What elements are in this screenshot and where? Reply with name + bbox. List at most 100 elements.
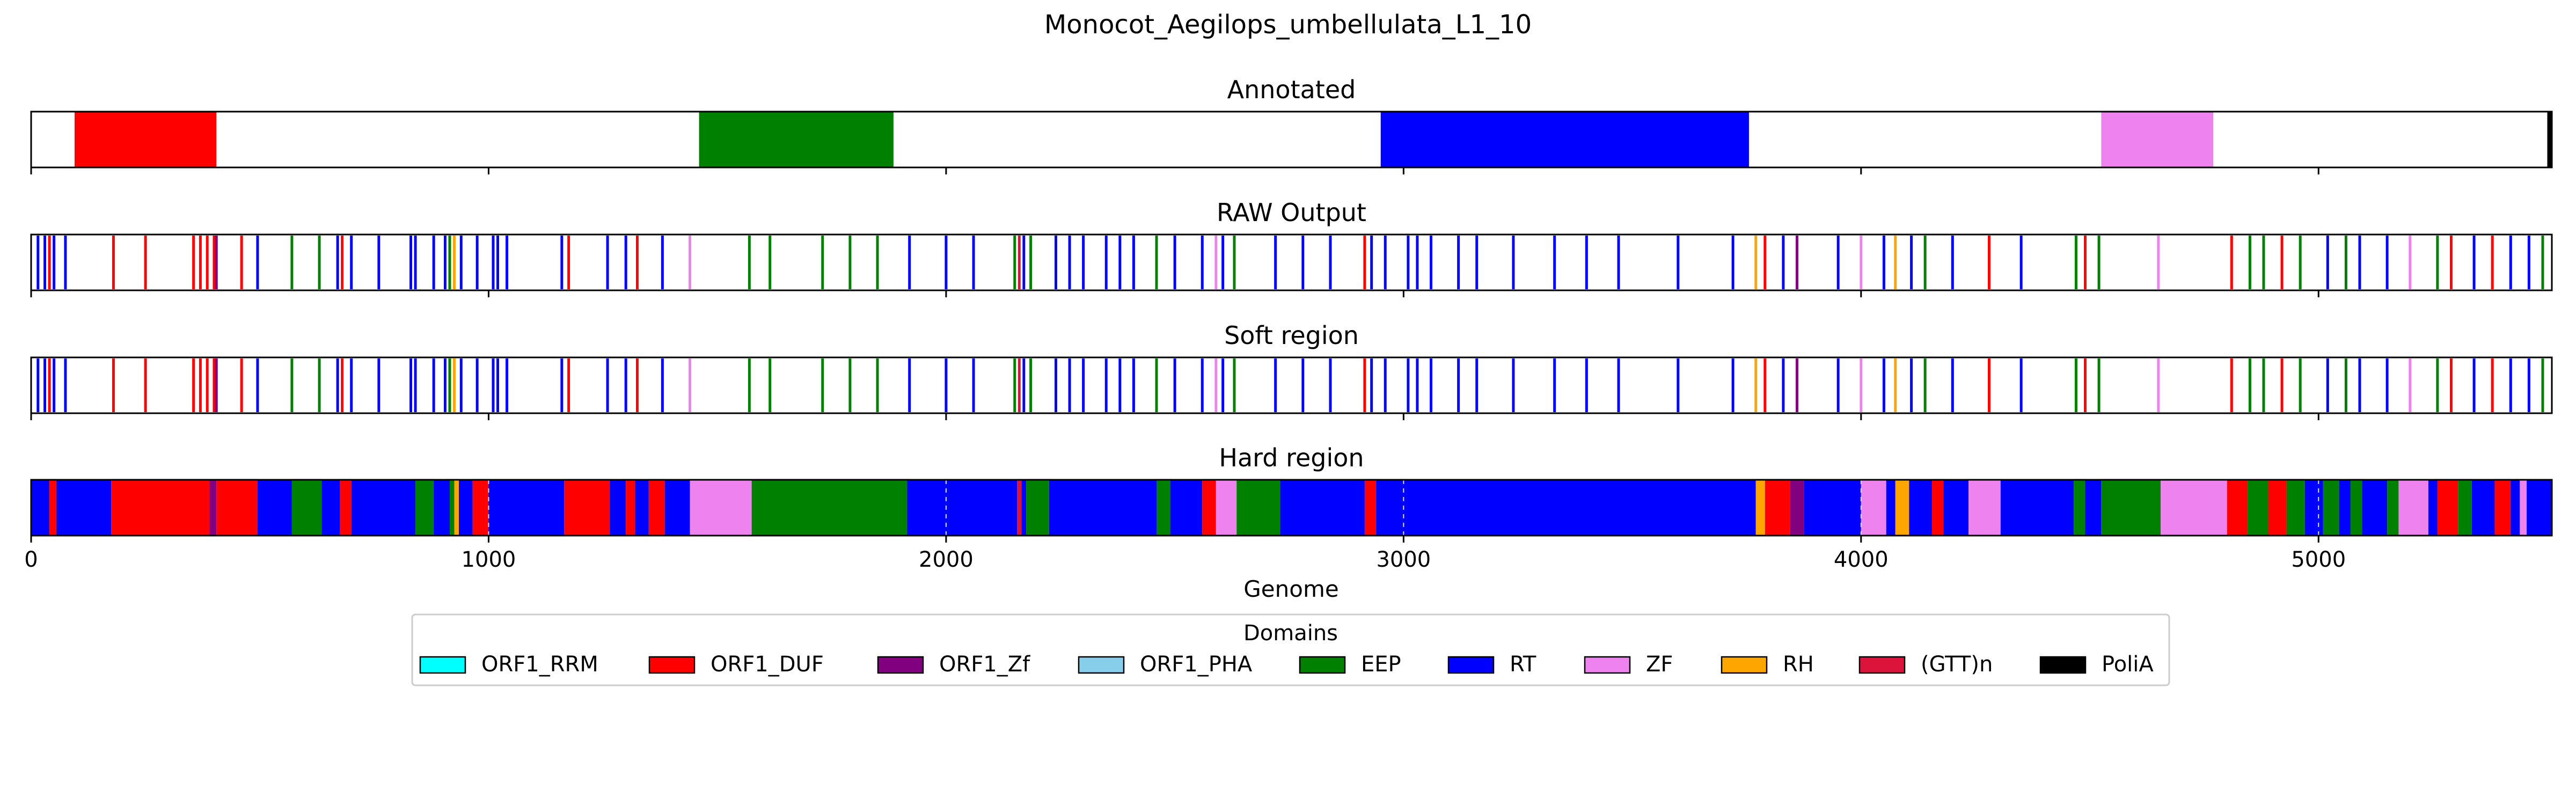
domain-span [699,112,894,167]
domain-span [56,480,112,536]
domain-span [1804,480,1861,536]
legend-label: PoliA [2102,652,2154,677]
track-title: Hard region [1219,443,1364,472]
domain-span [2227,480,2248,536]
legend: Domains ORF1_RRM ORF1_DUF ORF1_Zf ORF1_PHA E… [411,613,2170,686]
track-title: Annotated [1227,75,1356,104]
domain-span [1943,480,1969,536]
track-frame [30,479,2553,537]
legend-label: EEP [1361,652,1401,677]
legend-label: (GTT)n [1921,652,1993,677]
legend-swatch [2039,656,2087,674]
domain-span [1170,480,1203,536]
chart-title: Monocot_Aegilops_umbellulata_L1_10 [1044,10,1532,40]
track-marks [31,480,2552,536]
domain-span [2304,480,2323,536]
legend-label: RH [1783,652,1814,677]
x-tick-label: 1000 [462,547,516,572]
track-marks [74,112,2552,167]
track-title: RAW Output [1217,198,1366,227]
domain-span [1202,480,1216,536]
domain-span [1886,480,1896,536]
domain-span [690,480,752,536]
tracks-layer: Annotated RAW Output Soft region Hard regio… [24,75,2553,572]
domain-span [2547,112,2552,167]
domain-span [1765,480,1790,536]
domain-span [321,480,340,536]
x-tick-label: 5000 [2291,547,2346,572]
domain-span [1790,480,1804,536]
domain-span [472,480,489,536]
domain-span [1280,480,1365,536]
legend-label: ORF1_Zf [939,652,1030,677]
domain-span [1236,480,1280,536]
domain-span [907,480,1018,536]
domain-span [2527,480,2552,536]
domain-span [1017,480,1022,536]
domain-span [216,480,258,536]
track-frame [30,356,2553,414]
domain-span [2428,480,2438,536]
domain-span [111,480,210,536]
domain-span [635,480,649,536]
track-frame [30,233,2553,291]
domain-span [1364,480,1377,536]
legend-label: ZF [1646,652,1673,677]
domain-span [564,480,610,536]
domain-span [648,480,665,536]
legend-swatch [1447,656,1495,674]
domain-span [751,480,908,536]
domain-span [74,112,217,167]
domain-span [459,480,473,536]
domain-span [610,480,626,536]
domain-span [2286,480,2305,536]
domain-span [2268,480,2287,536]
domain-span [1376,480,1756,536]
domain-span [1861,480,1886,536]
domain-span [49,480,56,536]
domain-span [1895,480,1909,536]
legend-title: Domains [1243,621,1338,646]
domain-span [1755,480,1765,536]
legend-swatch [648,656,696,674]
x-axis-label: Genome [1243,576,1338,602]
x-tick-label: 2000 [919,547,974,572]
x-tick-label: 4000 [1834,547,1889,572]
domain-span [2000,480,2074,536]
domain-span [2101,112,2214,167]
domain-span [1049,480,1157,536]
track-title: Soft region [1224,321,1359,350]
domain-span [2398,480,2428,536]
track-3: Hard region [30,443,2553,543]
domain-span [2471,480,2495,536]
domain-span [434,480,450,536]
track-1: RAW Output [30,198,2553,297]
legend-swatch [877,656,924,674]
domain-span [2437,480,2458,536]
track-marks [36,358,2544,412]
legend-label: ORF1_PHA [1140,652,1253,677]
domain-span [2511,480,2520,536]
legend-swatch [1721,656,1768,674]
legend-swatch [1858,656,1906,674]
domain-span [291,480,322,536]
domain-span [31,480,50,536]
domain-span [2458,480,2472,536]
domain-span [488,480,565,536]
track-marks [36,236,2544,289]
domain-span [351,480,416,536]
domain-span [2387,480,2399,536]
domain-span [2350,480,2362,536]
domain-span [2520,480,2527,536]
domain-span [454,480,459,536]
domain-span [1909,480,1932,536]
domain-span [626,480,635,536]
domain-span [1931,480,1944,536]
track-2: Soft region [30,321,2553,420]
domain-span [2101,480,2161,536]
domain-span [2085,480,2102,536]
domain-span [209,480,217,536]
track-0: Annotated [30,75,2553,174]
domain-span [1021,480,1027,536]
